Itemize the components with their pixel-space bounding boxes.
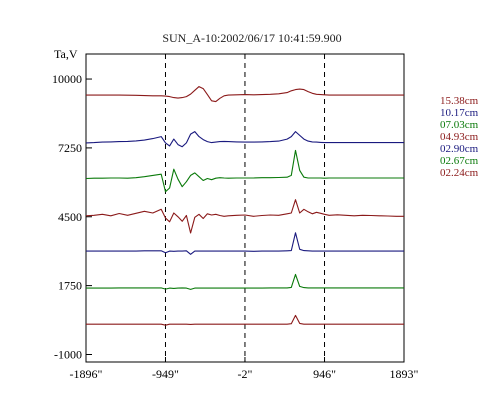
x-tick-label: 946" xyxy=(313,367,336,381)
y-tick-label: 1750 xyxy=(58,279,82,293)
series-group xyxy=(85,86,404,326)
series-line-02.90cm xyxy=(86,232,404,255)
series-line-02.67cm xyxy=(86,273,404,290)
series-line-04.93cm xyxy=(85,199,404,234)
y-tick-label: 4500 xyxy=(58,210,82,224)
legend-entry: 15.38cm xyxy=(440,95,479,107)
series-line-07.03cm xyxy=(85,149,404,193)
reference-lines xyxy=(164,54,326,362)
x-tick-label: -949" xyxy=(152,367,179,381)
legend-entry: 07.03cm xyxy=(440,119,479,131)
y-axis-label: Ta,V xyxy=(54,47,78,61)
x-tick-label: 1893" xyxy=(390,367,419,381)
y-tick-label: 7250 xyxy=(58,141,82,155)
x-axis: -1896" -949" -2" 946" 1893" xyxy=(70,357,419,381)
x-tick-label: -2" xyxy=(238,367,253,381)
series-line-02.24cm xyxy=(86,314,404,326)
series-line-10.17cm xyxy=(85,131,404,148)
legend-entry: 02.24cm xyxy=(440,167,479,179)
legend-entry: 10.17cm xyxy=(440,107,479,119)
series-line-15.38cm xyxy=(86,86,404,103)
legend-entry: 02.90cm xyxy=(440,143,479,155)
x-tick-label: -1896" xyxy=(70,367,103,381)
y-tick-label: -1000 xyxy=(54,347,82,361)
legend: 15.38cm10.17cm07.03cm04.93cm02.90cm02.67… xyxy=(440,95,479,179)
legend-entry: 02.67cm xyxy=(440,155,479,167)
chart-title: SUN_A-10:2002/06/17 10:41:59.900 xyxy=(162,31,341,45)
y-axis: 10000 7250 4500 1750 -1000 xyxy=(52,72,92,361)
y-tick-label: 10000 xyxy=(52,72,82,86)
legend-entry: 04.93cm xyxy=(440,131,479,143)
